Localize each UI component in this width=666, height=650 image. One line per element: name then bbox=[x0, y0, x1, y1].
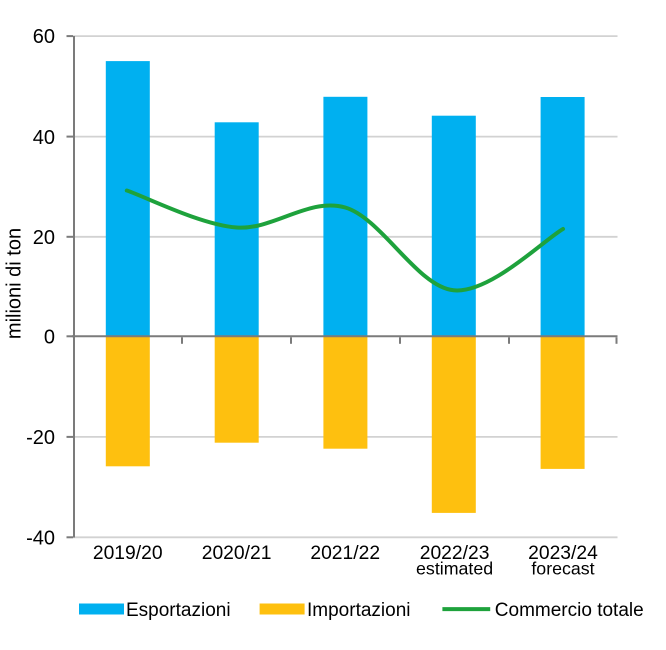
svg-text:estimated: estimated bbox=[416, 559, 493, 579]
svg-text:2022/23: 2022/23 bbox=[420, 543, 490, 564]
svg-text:2021/22: 2021/22 bbox=[310, 543, 380, 564]
svg-text:60: 60 bbox=[33, 26, 55, 48]
svg-text:Importazioni: Importazioni bbox=[307, 600, 411, 621]
svg-text:forecast: forecast bbox=[531, 559, 594, 579]
svg-text:Commercio totale: Commercio totale bbox=[495, 600, 644, 621]
svg-text:-40: -40 bbox=[26, 528, 55, 550]
svg-text:2020/21: 2020/21 bbox=[202, 543, 272, 564]
svg-text:40: 40 bbox=[33, 127, 55, 149]
svg-text:2023/24: 2023/24 bbox=[528, 543, 598, 564]
svg-text:Esportazioni: Esportazioni bbox=[126, 600, 231, 621]
svg-text:-20: -20 bbox=[26, 427, 55, 449]
svg-text:2019/20: 2019/20 bbox=[93, 543, 163, 564]
svg-text:20: 20 bbox=[33, 227, 55, 249]
svg-text:0: 0 bbox=[44, 327, 55, 349]
svg-text:milioni di ton: milioni di ton bbox=[4, 228, 26, 339]
